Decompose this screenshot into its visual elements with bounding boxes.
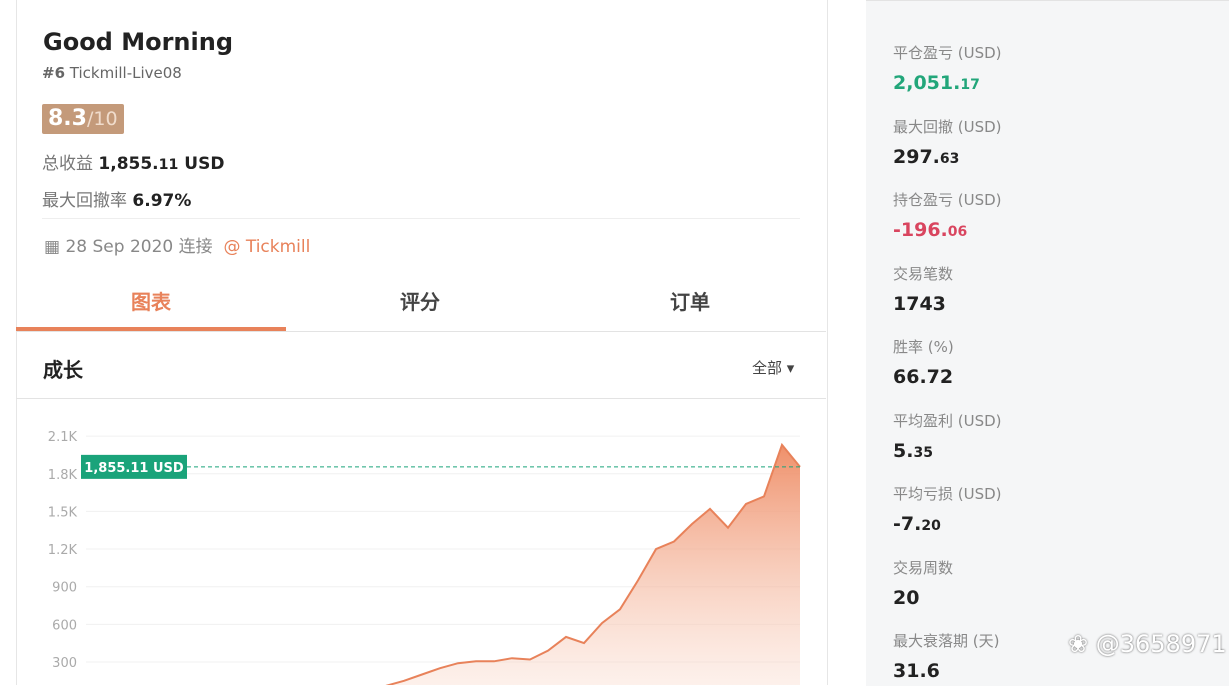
stat-dec: 20 <box>921 518 941 534</box>
tab[interactable]: 评分 <box>400 290 440 314</box>
stat-label: 胜率 (%) <box>893 338 954 356</box>
date: 28 Sep 2020 连接 <box>65 237 213 257</box>
annotation-label: 1,855.11 USD <box>84 461 184 476</box>
stat: 最大回撤 (USD) 297.63 <box>893 116 1002 168</box>
tab[interactable]: 订单 <box>670 290 710 314</box>
total-int: 1,855. <box>98 154 159 174</box>
stat-int: -7. <box>893 513 922 535</box>
section-title: 成长 <box>43 358 83 382</box>
tab-indicator <box>16 327 286 331</box>
stat-label: 最大衰落期 (天) <box>893 632 1000 650</box>
tab[interactable]: 图表 <box>131 290 171 314</box>
stat-value: 5.35 <box>893 440 1002 462</box>
account: Tickmill-Live08 <box>69 64 182 82</box>
chart: 300 600 900 1.2K 1.5K 1.8K 2.1K 1,855.11 USD <box>48 430 801 685</box>
divider <box>42 218 800 219</box>
stat-label: 持仓盈亏 (USD) <box>893 191 1002 209</box>
rank: #6 <box>42 64 66 82</box>
stat-int: -196. <box>893 219 948 241</box>
watermark-text: @3658971 <box>1095 630 1227 658</box>
stat-int: 66.72 <box>893 366 954 388</box>
y-tick-label: 1.2K <box>48 543 78 558</box>
stat: 平仓盈亏 (USD) 2,051.17 <box>893 42 1002 94</box>
stat-int: 31.6 <box>893 660 940 682</box>
drawdown-label: 最大回撤率 <box>42 191 127 211</box>
stat-dec: 63 <box>939 150 960 167</box>
stat-label: 平仓盈亏 (USD) <box>893 44 1002 62</box>
stat-value: 1743 <box>893 293 953 315</box>
stat-value: 20 <box>893 587 953 609</box>
stat-label: 平均亏损 (USD) <box>893 485 1002 503</box>
total-unit: USD <box>184 154 225 174</box>
filter-dropdown[interactable]: 全部 ▾ <box>752 359 795 377</box>
filter: 全部 <box>752 359 783 377</box>
stat: 交易周数 20 <box>893 557 953 609</box>
stat-label: 最大回撤 (USD) <box>893 117 1002 136</box>
watermark: ❀ @3658971 <box>1068 630 1227 658</box>
stat-dec: 17 <box>960 77 980 93</box>
y-tick-label: 900 <box>52 581 77 596</box>
stat-label: 交易周数 <box>893 558 954 577</box>
y-tick-label: 600 <box>52 618 77 633</box>
score: 8.3 <box>48 106 87 131</box>
stat-int: 297. <box>893 145 940 168</box>
drawdown-value: 6.97% <box>132 191 192 211</box>
divider <box>16 398 826 399</box>
y-tick-label: 1.5K <box>48 505 78 520</box>
stat: 持仓盈亏 (USD) -196.06 <box>893 189 1002 241</box>
stat-int: 5. <box>893 439 914 462</box>
stat-label: 平均盈利 (USD) <box>893 411 1002 430</box>
area <box>388 444 800 685</box>
title: Good Morning <box>43 28 233 56</box>
stat: 平均盈利 (USD) 5.35 <box>893 410 1002 462</box>
annotation-box <box>81 454 187 479</box>
stat: 交易笔数 1743 <box>893 263 953 315</box>
stat-int: 2,051. <box>893 72 961 94</box>
score-max: /10 <box>86 108 118 130</box>
total-label: 总收益 <box>42 154 93 174</box>
stat-value: -7.20 <box>893 513 1002 535</box>
score-badge: 8.3/10 <box>42 104 124 134</box>
left-panel <box>16 0 828 685</box>
stat: 平均亏损 (USD) -7.20 <box>893 483 1002 535</box>
stats-panel <box>866 0 1229 686</box>
stat-dec: 06 <box>947 224 968 240</box>
stat-value: 297.63 <box>893 146 1002 168</box>
divider <box>16 331 826 332</box>
y-tick-label: 2.1K <box>48 430 78 445</box>
stat: 胜率 (%) 66.72 <box>893 336 954 388</box>
stat-value: -196.06 <box>893 219 1002 241</box>
stat: 最大衰落期 (天) 31.6 <box>893 630 999 682</box>
stat-value: 2,051.17 <box>893 72 1002 94</box>
y-tick-label: 1.8K <box>48 468 78 483</box>
stat-int: 20 <box>893 586 920 609</box>
line <box>384 442 801 685</box>
y-tick-label: 300 <box>52 656 77 671</box>
total-dec: 11 <box>158 157 179 173</box>
stat-label: 交易笔数 <box>893 264 954 283</box>
broker-link[interactable]: @ Tickmill <box>223 237 311 257</box>
stat-value: 66.72 <box>893 366 954 388</box>
stat-int: 1743 <box>893 292 946 315</box>
stat-value: 31.6 <box>893 660 999 682</box>
stat-dec: 35 <box>913 444 933 461</box>
